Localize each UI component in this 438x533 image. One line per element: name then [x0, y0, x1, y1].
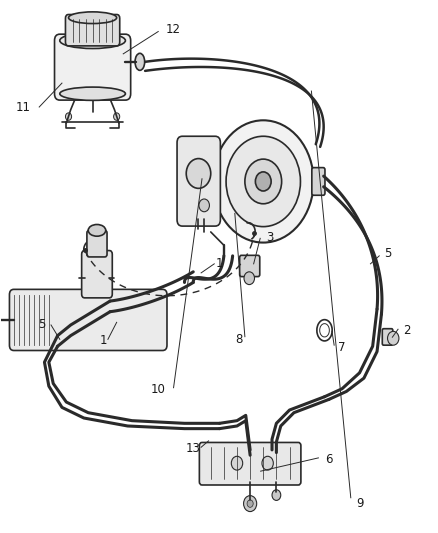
FancyBboxPatch shape	[177, 136, 220, 226]
FancyBboxPatch shape	[239, 255, 259, 277]
Circle shape	[244, 159, 281, 204]
Text: 9: 9	[355, 497, 363, 510]
Circle shape	[387, 332, 398, 345]
Ellipse shape	[60, 87, 125, 100]
Text: 12: 12	[166, 23, 180, 36]
Ellipse shape	[135, 53, 145, 70]
FancyBboxPatch shape	[199, 442, 300, 485]
Circle shape	[243, 496, 256, 512]
Circle shape	[113, 113, 120, 120]
Circle shape	[261, 456, 273, 470]
Text: 10: 10	[151, 383, 165, 397]
FancyBboxPatch shape	[54, 34, 131, 100]
Circle shape	[272, 490, 280, 500]
FancyBboxPatch shape	[10, 289, 166, 351]
FancyBboxPatch shape	[87, 230, 107, 257]
Text: 13: 13	[185, 442, 200, 455]
Text: 1: 1	[99, 334, 107, 348]
Text: 6: 6	[325, 453, 332, 466]
FancyBboxPatch shape	[81, 251, 112, 298]
FancyBboxPatch shape	[381, 329, 392, 345]
FancyBboxPatch shape	[65, 14, 120, 46]
Circle shape	[226, 136, 300, 227]
Text: 2: 2	[402, 324, 410, 337]
Ellipse shape	[60, 33, 125, 49]
Circle shape	[198, 199, 209, 212]
Ellipse shape	[88, 224, 106, 236]
Ellipse shape	[68, 12, 117, 23]
Text: 11: 11	[16, 101, 31, 114]
Text: 3: 3	[265, 231, 273, 244]
Circle shape	[255, 172, 271, 191]
Circle shape	[247, 500, 253, 507]
Text: 8: 8	[235, 333, 242, 346]
Circle shape	[186, 159, 210, 188]
Circle shape	[231, 456, 242, 470]
Circle shape	[65, 113, 71, 120]
Circle shape	[244, 272, 254, 285]
FancyBboxPatch shape	[311, 167, 324, 195]
Text: 5: 5	[39, 319, 46, 332]
Circle shape	[212, 120, 313, 243]
Text: 1: 1	[215, 257, 223, 270]
Text: 5: 5	[383, 247, 391, 260]
Text: 7: 7	[338, 341, 345, 354]
